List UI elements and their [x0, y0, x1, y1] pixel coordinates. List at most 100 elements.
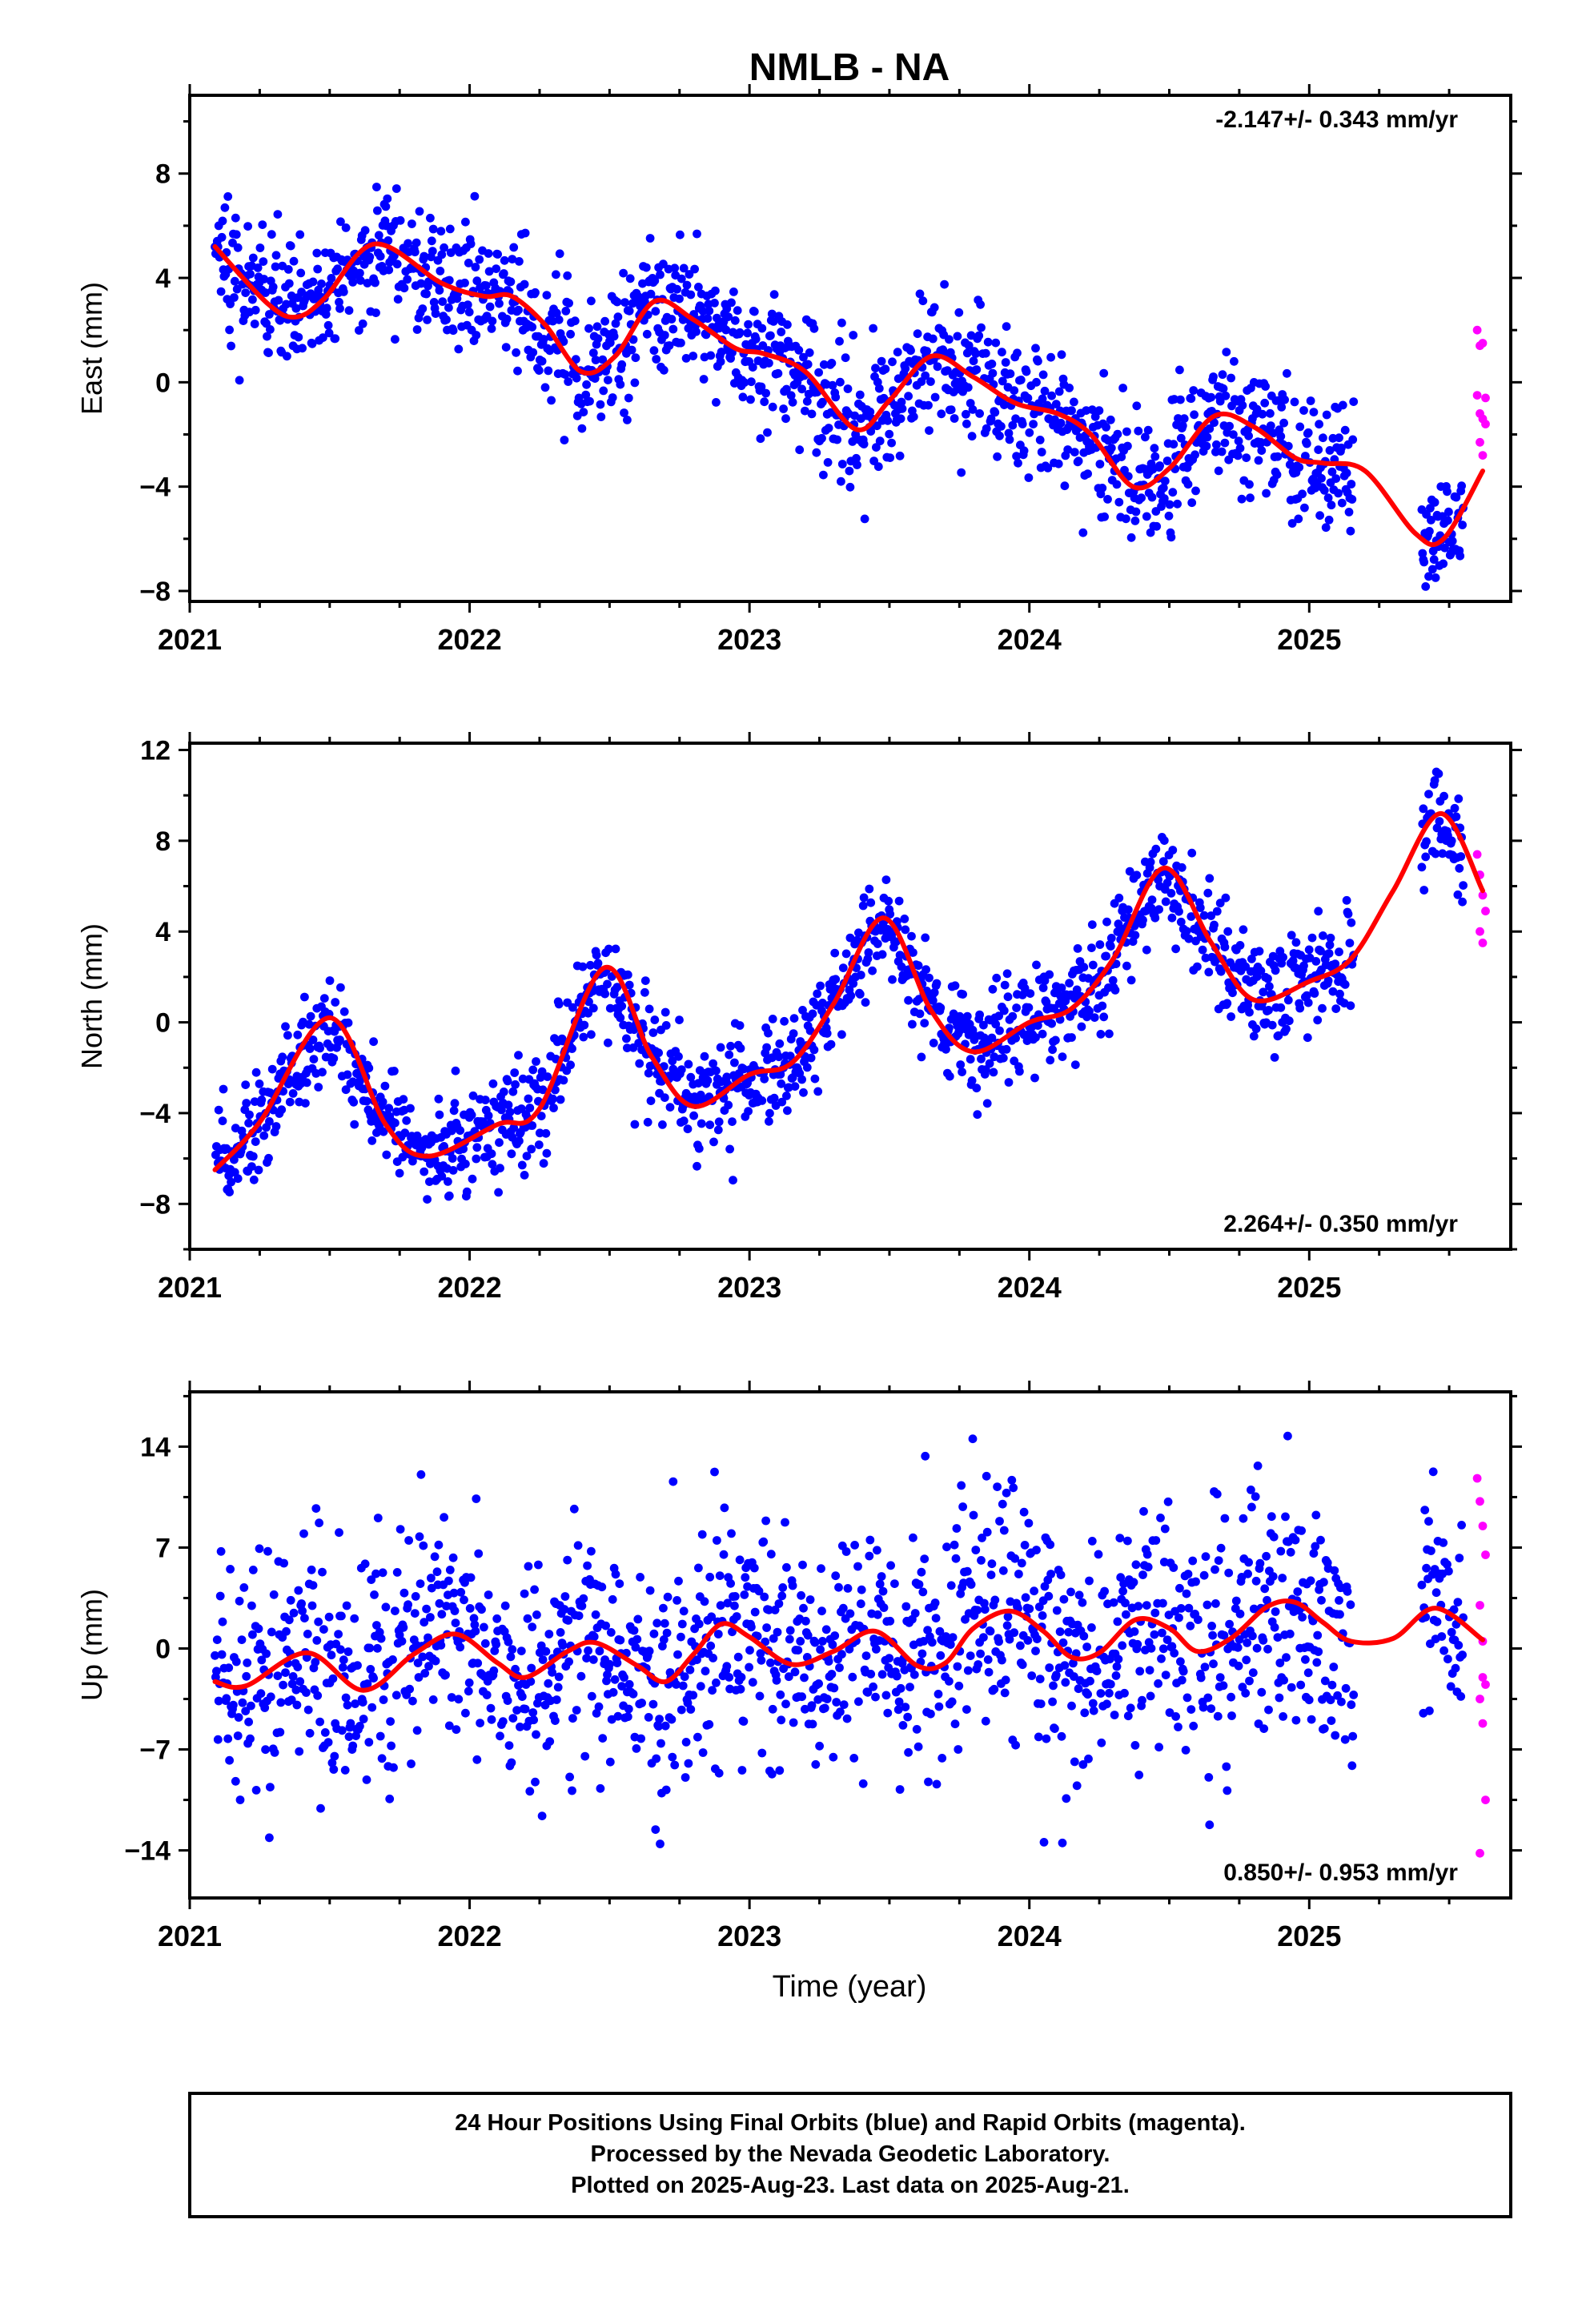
up-final-orbit-point	[416, 1470, 426, 1479]
east-final-orbit-point	[472, 331, 481, 340]
north-x-tick-label: 2025	[1277, 1271, 1341, 1304]
east-final-orbit-point	[1047, 391, 1056, 400]
up-final-orbit-point	[892, 1671, 901, 1681]
up-final-orbit-point	[266, 1692, 275, 1702]
east-final-orbit-point	[360, 226, 370, 235]
up-final-orbit-point	[320, 1728, 330, 1737]
up-final-orbit-point	[1417, 1580, 1427, 1590]
north-final-orbit-point	[384, 1104, 394, 1113]
east-final-orbit-point	[976, 300, 985, 309]
up-final-orbit-point	[1109, 1598, 1118, 1607]
north-final-orbit-point	[364, 1063, 374, 1073]
north-final-orbit-point	[548, 1094, 557, 1104]
north-final-orbit-point	[1324, 949, 1334, 958]
north-final-orbit-point	[1453, 890, 1463, 899]
east-final-orbit-point	[1314, 445, 1323, 454]
north-final-orbit-point	[846, 991, 856, 1000]
east-final-orbit-point	[1427, 516, 1435, 525]
up-final-orbit-point	[532, 1730, 540, 1739]
east-final-orbit-point	[324, 328, 334, 338]
up-final-orbit-point	[1446, 1682, 1456, 1691]
east-final-orbit-point	[972, 365, 982, 374]
up-final-orbit-point	[492, 1614, 502, 1623]
east-final-orbit-point	[284, 279, 294, 288]
east-final-orbit-point	[1024, 473, 1034, 482]
up-final-orbit-point	[1296, 1680, 1306, 1690]
up-final-orbit-point	[739, 1717, 749, 1726]
up-final-orbit-point	[679, 1606, 689, 1616]
east-final-orbit-point	[930, 392, 940, 402]
east-final-orbit-point	[253, 263, 263, 272]
north-final-orbit-point	[524, 1094, 533, 1104]
east-final-orbit-point	[624, 393, 633, 403]
east-final-orbit-point	[564, 299, 573, 308]
east-final-orbit-point	[1452, 493, 1461, 502]
up-final-orbit-point	[545, 1737, 555, 1747]
east-final-orbit-point	[470, 191, 480, 201]
north-final-orbit-point	[1095, 940, 1105, 949]
north-final-orbit-point	[769, 1093, 779, 1103]
north-final-orbit-point	[703, 1076, 713, 1085]
east-final-orbit-point	[436, 267, 445, 275]
east-final-orbit-point	[743, 328, 752, 338]
up-final-orbit-point	[1040, 1582, 1050, 1591]
up-final-orbit-point	[789, 1718, 798, 1727]
up-final-orbit-point	[367, 1703, 377, 1712]
north-final-orbit-point	[709, 1059, 717, 1068]
up-final-orbit-point	[1046, 1570, 1055, 1578]
east-rapid-orbit-point	[1481, 420, 1490, 428]
north-final-orbit-point	[1003, 992, 1013, 1002]
up-final-orbit-point	[677, 1705, 686, 1715]
east-final-orbit-point	[428, 247, 437, 255]
up-final-orbit-point	[1059, 1594, 1069, 1604]
east-final-orbit-point	[1210, 418, 1219, 428]
north-final-orbit-point	[884, 896, 893, 906]
north-final-orbit-point	[865, 884, 874, 894]
up-final-orbit-point	[469, 1614, 479, 1623]
east-final-orbit-point	[227, 341, 235, 351]
north-final-orbit-point	[1065, 979, 1074, 988]
up-final-orbit-point	[1062, 1794, 1071, 1803]
east-final-orbit-point	[1032, 377, 1041, 387]
north-final-orbit-point	[757, 1096, 767, 1105]
east-final-orbit-point	[291, 304, 301, 313]
east-final-orbit-point	[756, 434, 765, 444]
east-final-orbit-point	[298, 344, 307, 353]
north-final-orbit-point	[451, 1066, 460, 1076]
up-final-orbit-point	[1347, 1761, 1357, 1771]
east-final-orbit-point	[1344, 508, 1354, 517]
up-final-orbit-point	[982, 1471, 991, 1481]
east-final-orbit-point	[901, 364, 910, 373]
east-final-orbit-point	[1187, 498, 1197, 508]
up-final-orbit-point	[247, 1701, 255, 1711]
east-final-orbit-point	[464, 308, 474, 317]
up-final-orbit-point	[248, 1630, 257, 1639]
up-final-orbit-point	[1134, 1771, 1144, 1779]
north-final-orbit-point	[1085, 1007, 1094, 1016]
east-final-orbit-point	[1078, 528, 1088, 537]
up-final-orbit-point	[850, 1541, 859, 1550]
east-final-orbit-point	[585, 396, 594, 406]
up-final-orbit-point	[829, 1683, 839, 1693]
east-final-orbit-point	[1444, 507, 1453, 517]
east-final-orbit-point	[1054, 387, 1064, 396]
north-final-orbit-point	[1087, 920, 1097, 929]
east-final-orbit-point	[431, 309, 440, 318]
east-final-orbit-point	[883, 416, 893, 425]
north-final-orbit-point	[668, 1056, 677, 1066]
up-final-orbit-point	[1317, 1595, 1326, 1605]
up-final-orbit-point	[998, 1655, 1006, 1665]
up-final-orbit-point	[668, 1752, 677, 1762]
up-final-orbit-point	[308, 1581, 318, 1590]
up-final-orbit-point	[917, 1649, 927, 1659]
east-final-orbit-point	[627, 345, 636, 355]
up-final-orbit-point	[1078, 1760, 1088, 1769]
up-final-orbit-point	[1252, 1643, 1262, 1653]
north-final-orbit-point	[399, 1095, 408, 1104]
north-final-orbit-point	[617, 1001, 627, 1011]
up-final-orbit-point	[1207, 1622, 1216, 1630]
up-final-orbit-point	[954, 1745, 963, 1754]
up-final-orbit-point	[1080, 1708, 1090, 1718]
north-final-orbit-point	[285, 1097, 295, 1107]
